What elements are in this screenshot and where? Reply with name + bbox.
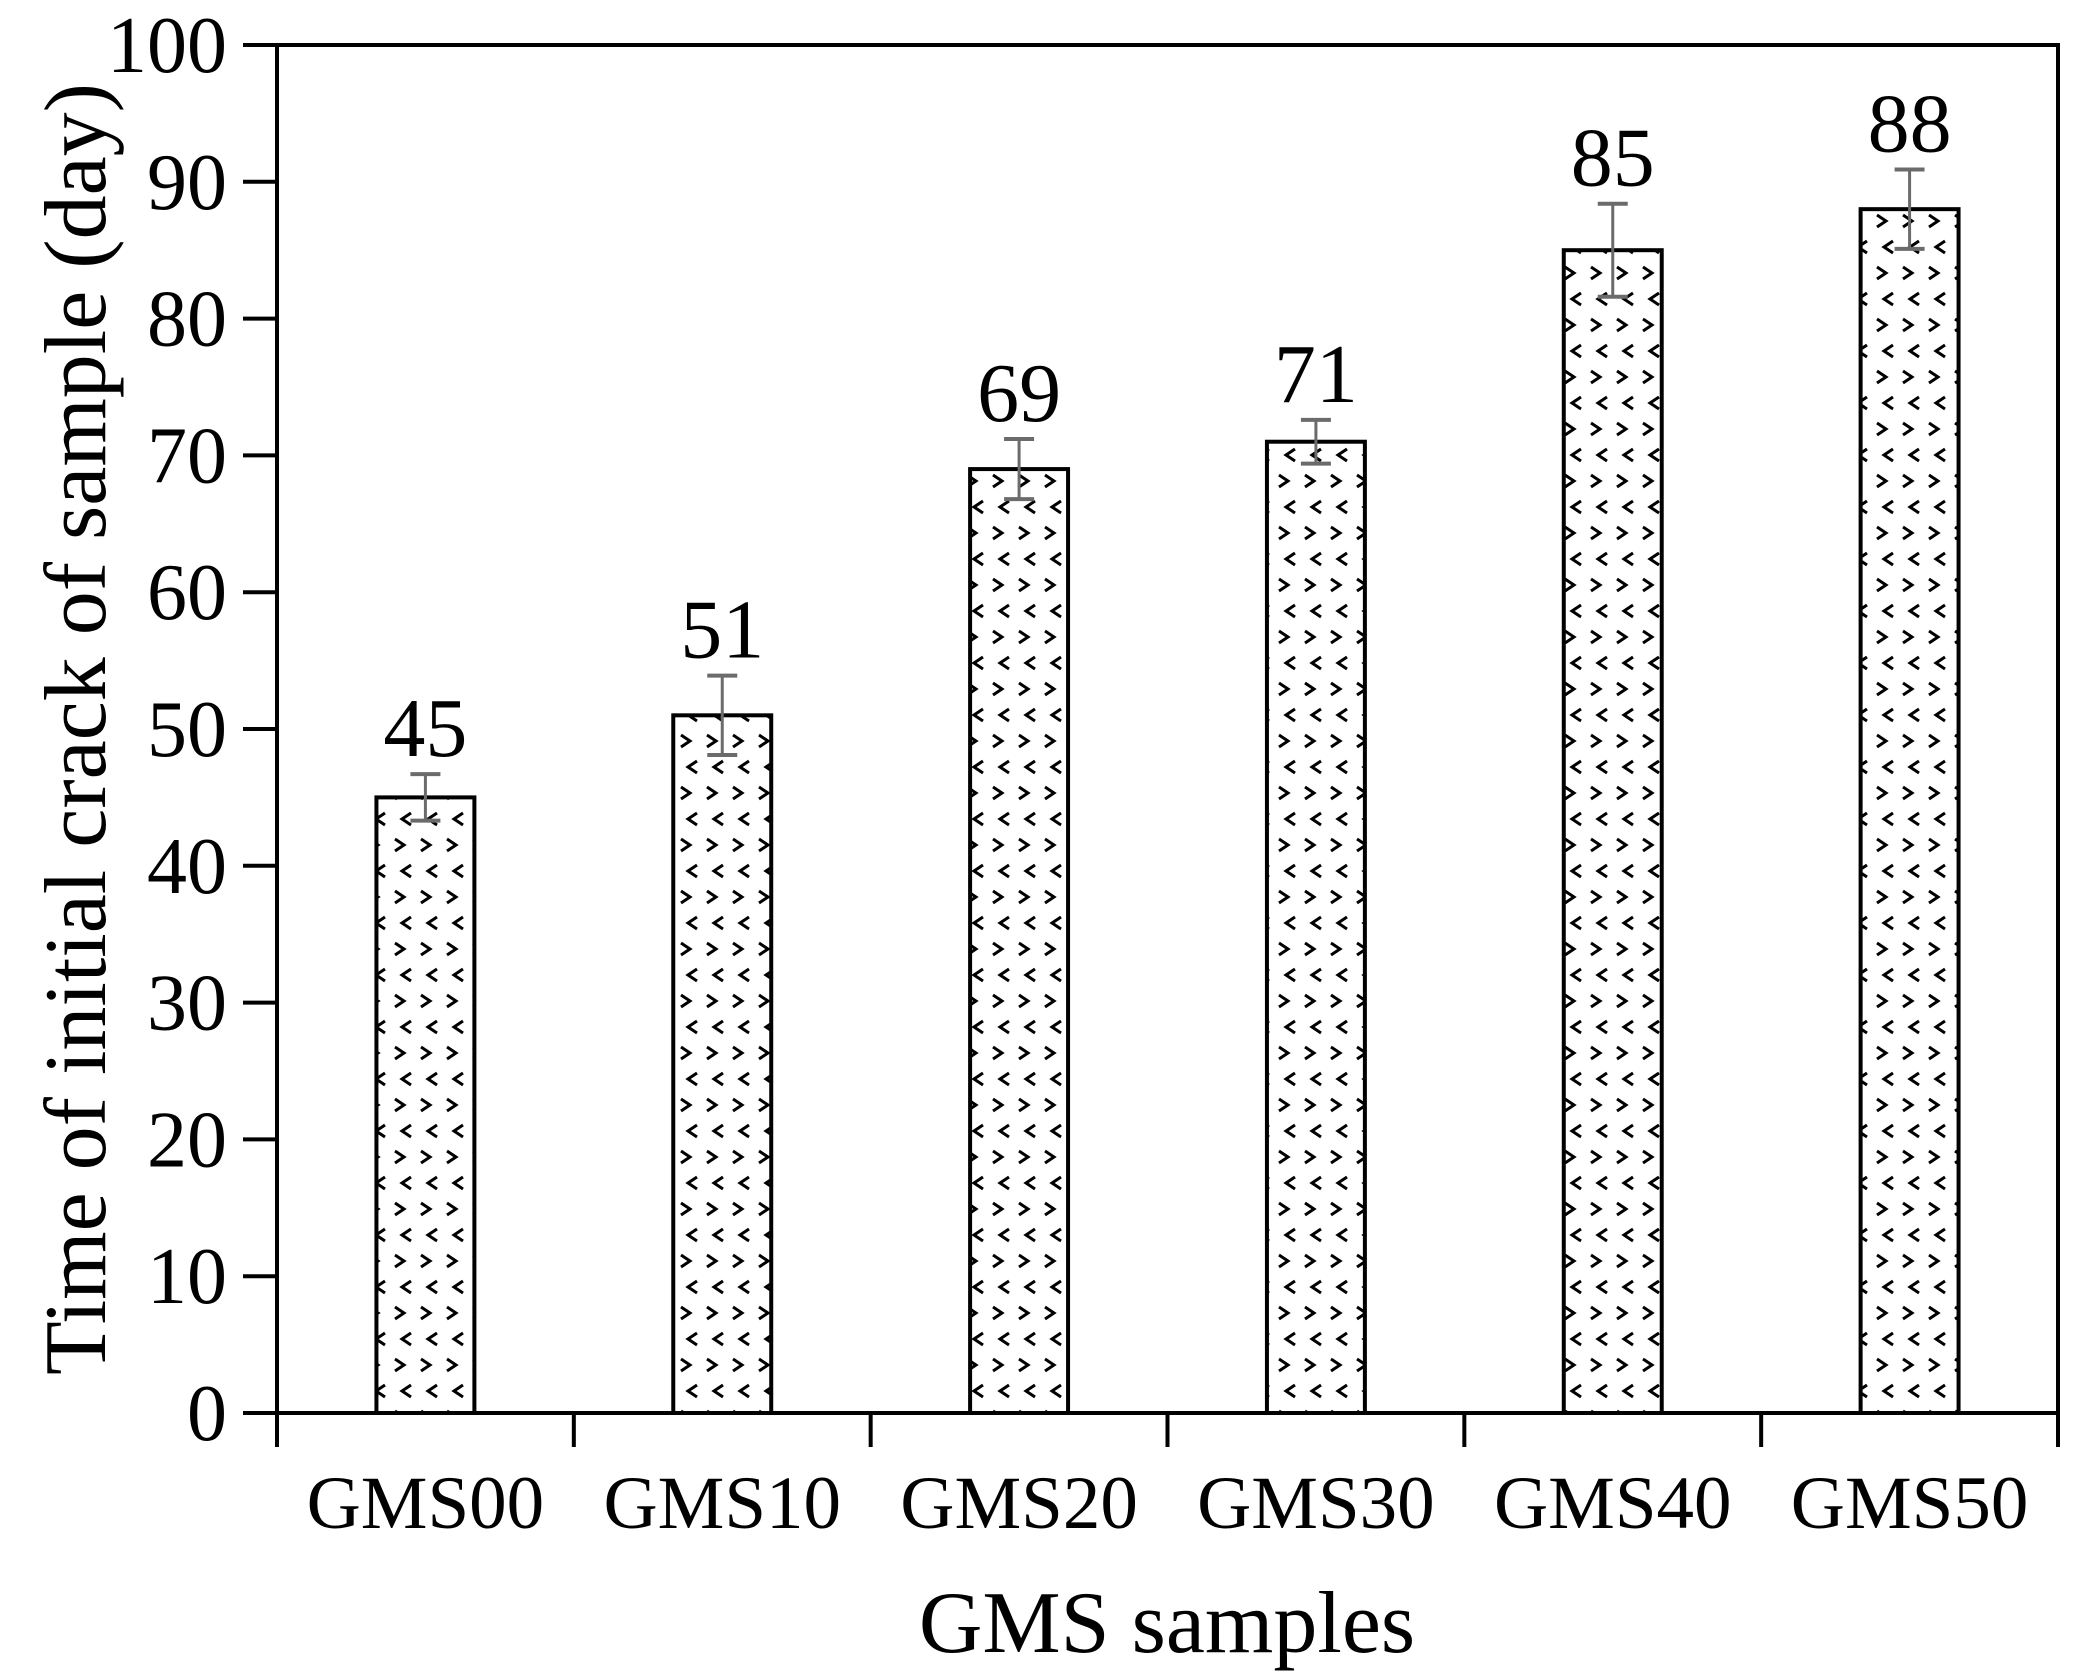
bar-GMS50 (1858, 207, 1961, 1415)
bar-GMS00 (374, 795, 477, 1415)
y-tick-label-30: 30 (147, 960, 227, 1048)
bar-GMS10 (671, 713, 774, 1415)
plot-frame-group (275, 43, 2060, 1415)
y-tick-label-10: 10 (147, 1233, 227, 1321)
plot-frame (275, 43, 2060, 1415)
bar-value-label-GMS00: 45 (383, 682, 467, 775)
bar-value-label-GMS20: 69 (977, 347, 1061, 440)
y-axis-ticks-group: 0 10 20 30 40 50 60 70 80 90 100 (107, 2, 277, 1458)
y-tick-label-90: 90 (147, 139, 227, 227)
x-tick-label-GMS00: GMS00 (307, 1462, 545, 1545)
category-labels-group: GMS00 GMS10 GMS20 GMS30 GMS40 GMS50 (307, 1462, 2029, 1545)
bar-value-label-GMS10: 51 (680, 584, 764, 677)
y-axis-title: Time of initial crack of sample (day) (28, 83, 125, 1375)
bar-value-label-GMS30: 71 (1274, 328, 1358, 421)
x-axis-title: GMS samples (919, 1575, 1415, 1672)
y-tick-label-80: 80 (147, 276, 227, 364)
y-tick-label-100: 100 (107, 2, 227, 90)
bar-GMS20 (968, 467, 1071, 1415)
error-bars-group (410, 167, 1925, 823)
data-labels-group: 45 51 69 71 85 88 (383, 77, 1951, 775)
x-tick-label-GMS10: GMS10 (603, 1462, 841, 1545)
x-tick-label-GMS30: GMS30 (1197, 1462, 1435, 1545)
bar-GMS30 (1264, 439, 1367, 1416)
y-tick-label-40: 40 (147, 823, 227, 911)
x-tick-label-GMS50: GMS50 (1791, 1462, 2029, 1545)
bar-value-label-GMS50: 88 (1868, 77, 1952, 170)
y-tick-label-70: 70 (147, 412, 227, 500)
y-tick-label-60: 60 (147, 549, 227, 637)
x-tick-label-GMS20: GMS20 (900, 1462, 1138, 1545)
bar-value-label-GMS40: 85 (1571, 112, 1655, 205)
bars-group (374, 207, 1961, 1416)
y-tick-label-20: 20 (147, 1096, 227, 1184)
x-axis-ticks-group (275, 1413, 2060, 1447)
y-tick-label-50: 50 (147, 686, 227, 774)
y-tick-label-0: 0 (187, 1370, 227, 1458)
bar-GMS40 (1561, 248, 1664, 1416)
x-tick-label-GMS40: GMS40 (1494, 1462, 1732, 1545)
